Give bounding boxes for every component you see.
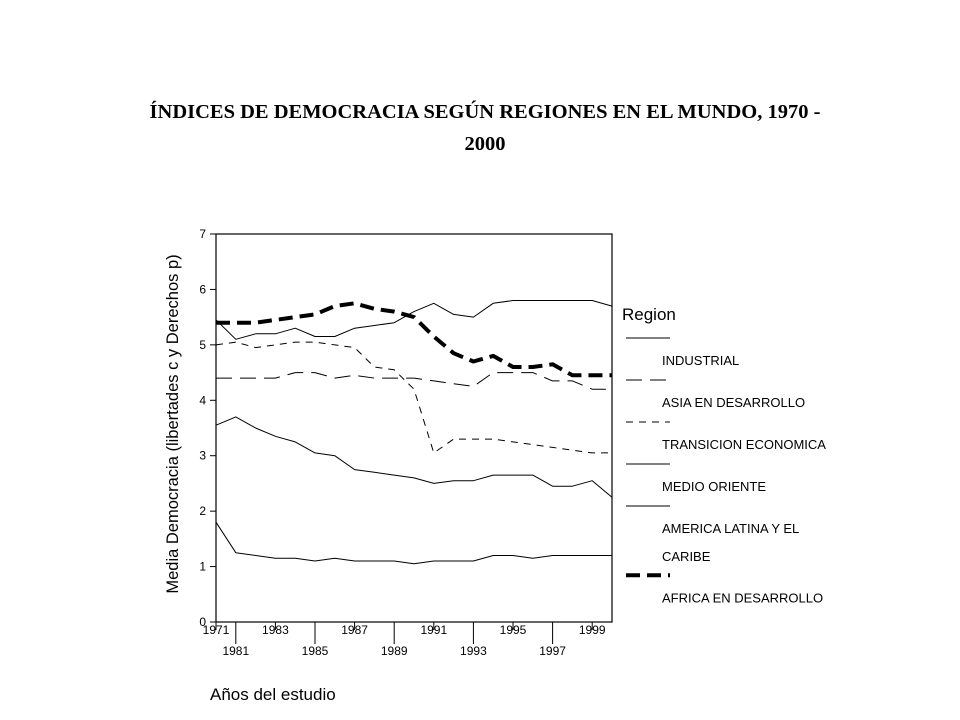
y-axis-ticks: 0 1 2 3 4 5 6 7 bbox=[199, 227, 216, 629]
x-tick-label: 1999 bbox=[579, 623, 606, 637]
x-axis-ticks: 1971 1983 1987 1991 1995 1999 1981 1985 1989 1993… bbox=[203, 622, 606, 658]
x-tick-label: 1985 bbox=[302, 644, 329, 658]
x-tick-label: 1997 bbox=[539, 644, 566, 658]
y-tick-label: 0 bbox=[199, 615, 206, 629]
legend-label-1: INDUSTRIAL bbox=[662, 353, 739, 368]
series-line-3 bbox=[215, 341, 612, 454]
chart-title-line-1: ÍNDICES DE DEMOCRACIA SEGÚN REGIONES EN … bbox=[149, 101, 821, 123]
series-line-4 bbox=[215, 416, 613, 498]
legend-label-3: TRANSICION ECONOMICA bbox=[662, 437, 826, 452]
y-tick-label: 2 bbox=[199, 504, 206, 518]
legend-label-6: AFRICA EN DESARROLLO bbox=[662, 590, 823, 605]
series-line-1 bbox=[215, 300, 613, 340]
legend-label-4: MEDIO ORIENTE bbox=[662, 479, 766, 494]
y-tick-label: 1 bbox=[199, 560, 206, 574]
y-tick-label: 4 bbox=[199, 393, 206, 407]
series-line-5 bbox=[215, 521, 612, 565]
x-tick-label: 1995 bbox=[500, 623, 527, 637]
legend-label-5-line-2: CARIBE bbox=[662, 549, 711, 564]
x-tick-label: 1989 bbox=[381, 644, 408, 658]
chart-title: ÍNDICES DE DEMOCRACIA SEGÚN REGIONES EN … bbox=[80, 96, 890, 160]
legend: INDUSTRIAL ASIA EN DESARROLLO TRANSICION E… bbox=[626, 337, 826, 605]
chart-title-line-2: 2000 bbox=[464, 133, 506, 155]
x-tick-label: 1983 bbox=[262, 623, 289, 637]
x-axis-label: Años del estudio bbox=[210, 685, 336, 704]
series-line-6 bbox=[216, 301, 612, 378]
series-lines bbox=[215, 300, 613, 565]
y-tick-label: 7 bbox=[199, 227, 206, 241]
x-tick-label: 1971 bbox=[203, 623, 230, 637]
y-tick-label: 3 bbox=[199, 449, 206, 463]
legend-label-5: AMERICA LATINA Y EL bbox=[662, 521, 799, 536]
y-tick-label: 6 bbox=[199, 282, 206, 296]
series-line-2 bbox=[216, 372, 612, 390]
x-tick-label: 1993 bbox=[460, 644, 487, 658]
legend-label-2: ASIA EN DESARROLLO bbox=[662, 395, 805, 410]
plot-area-frame bbox=[215, 233, 613, 623]
x-tick-label: 1981 bbox=[222, 644, 249, 658]
y-axis-label: Media Democracia (libertades c y Derecho… bbox=[164, 254, 182, 593]
x-tick-label: 1987 bbox=[341, 623, 368, 637]
y-tick-label: 5 bbox=[199, 338, 206, 352]
x-tick-label: 1991 bbox=[420, 623, 447, 637]
legend-title: Region bbox=[622, 305, 676, 324]
